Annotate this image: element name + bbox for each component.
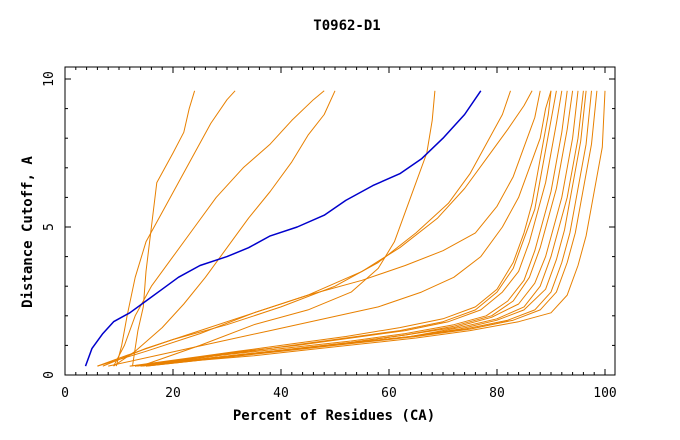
series-line-4 <box>113 90 336 367</box>
x-tick-label: 100 <box>593 386 616 401</box>
series-line-2 <box>115 90 236 367</box>
series-line-17 <box>140 90 587 367</box>
x-tick-label: 60 <box>381 386 397 401</box>
x-tick-label: 40 <box>273 386 289 401</box>
series-line-10 <box>129 90 552 367</box>
x-tick-label: 0 <box>61 386 69 401</box>
y-tick-label: 0 <box>42 371 57 379</box>
y-axis-label: Distance Cutoff, A <box>20 156 36 308</box>
series-line-13 <box>135 90 568 367</box>
plot-frame <box>64 66 616 376</box>
series-line-15 <box>135 90 579 367</box>
series-line-7 <box>97 90 533 367</box>
chart-title: T0962-D1 <box>313 18 380 34</box>
series-layer <box>97 90 606 367</box>
series-line-20 <box>145 90 606 367</box>
series-line-5 <box>140 90 436 367</box>
series-line-9 <box>108 90 552 367</box>
series-line-8 <box>102 90 541 367</box>
y-tick-label: 5 <box>42 223 57 231</box>
highlight-series-layer <box>84 90 482 367</box>
x-axis: 0 20 40 60 80 100 <box>61 67 617 401</box>
x-axis-label: Percent of Residues (CA) <box>233 408 435 424</box>
series-line-19 <box>145 90 598 367</box>
series-line-3 <box>113 90 325 367</box>
series-line-16 <box>140 90 584 367</box>
x-tick-label: 20 <box>165 386 181 401</box>
series-line-12 <box>135 90 563 367</box>
highlight-series-line <box>84 90 482 367</box>
series-line-18 <box>140 90 592 367</box>
series-line-1 <box>132 90 196 367</box>
x-tick-label: 80 <box>489 386 505 401</box>
y-tick-label: 10 <box>42 71 57 87</box>
y-axis: 0 5 10 <box>42 71 615 379</box>
series-line-14 <box>135 90 574 367</box>
